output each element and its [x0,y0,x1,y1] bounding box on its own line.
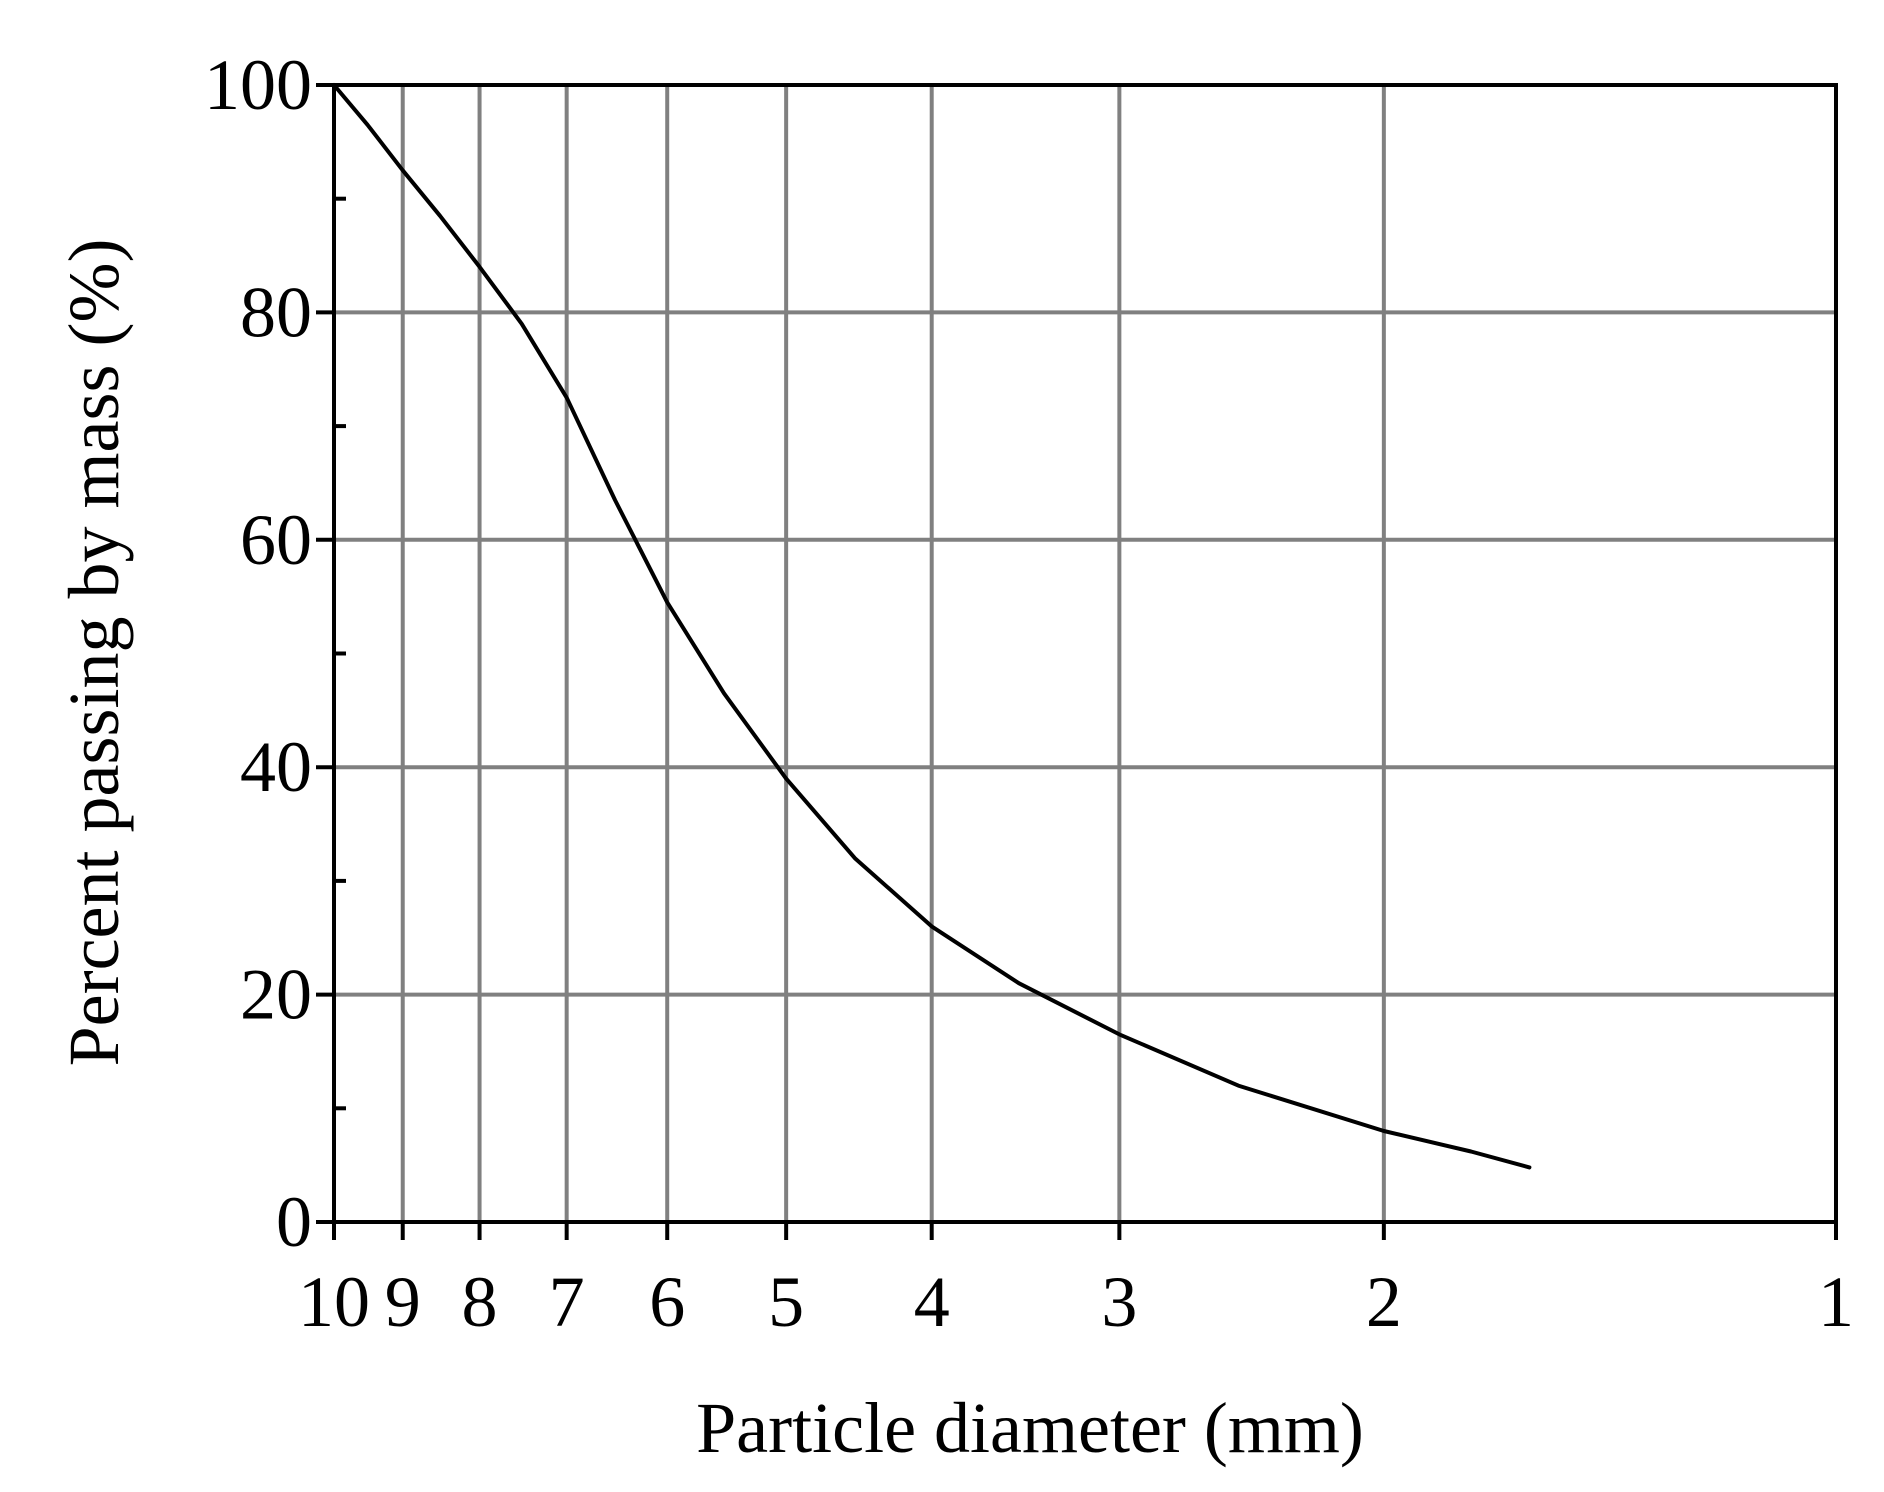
y-tick-label: 100 [204,45,312,125]
x-tick-label: 3 [1101,1262,1137,1342]
series-lines [332,83,1532,1170]
y-tick-label: 20 [240,955,312,1035]
y-tick-label: 60 [240,500,312,580]
axis-ticks [316,83,1838,1240]
x-tick-label: 8 [462,1262,498,1342]
x-tick-label: 4 [914,1262,950,1342]
series-line [332,83,1532,1170]
x-tick-label: 7 [549,1262,585,1342]
x-axis-title: Particle diameter (mm) [696,1388,1364,1468]
y-tick-label: 0 [276,1182,312,1262]
y-tick-label: 40 [240,727,312,807]
x-tick-label: 10 [298,1262,370,1342]
x-tick-label: 5 [768,1262,804,1342]
x-tick-label: 9 [385,1262,421,1342]
y-axis-title: Percent passing by mass (%) [54,239,134,1067]
gridlines [334,85,1836,1222]
y-tick-label: 80 [240,272,312,352]
x-tick-label: 1 [1818,1262,1854,1342]
x-tick-label: 6 [649,1262,685,1342]
x-tick-label: 2 [1366,1262,1402,1342]
